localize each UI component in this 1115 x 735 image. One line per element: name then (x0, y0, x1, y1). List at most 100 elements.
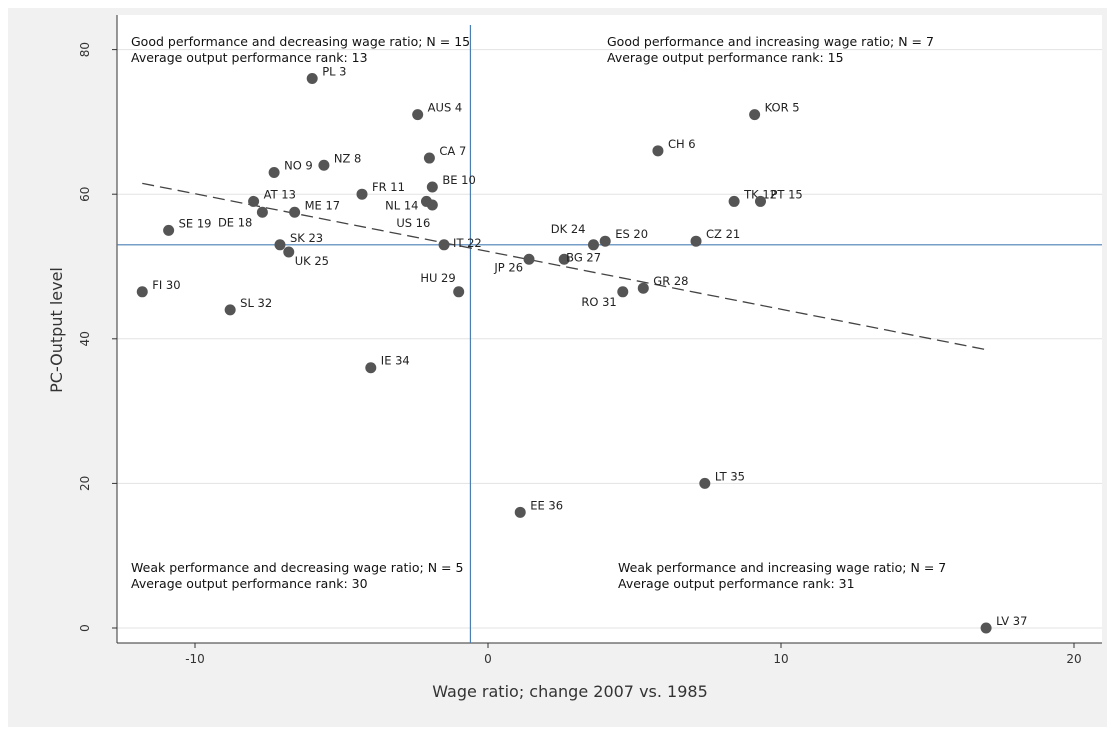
data-point-marker (426, 181, 438, 193)
data-point: NZ 8 (318, 151, 361, 171)
data-point: DE 18 (218, 206, 268, 229)
data-point-marker (980, 622, 992, 634)
data-point: NO 9 (268, 159, 313, 179)
plot-area (117, 15, 1102, 643)
annotation-top-left-line1: Good performance and decreasing wage rat… (131, 34, 470, 49)
data-point-label: CA 7 (439, 144, 466, 158)
data-point: ES 20 (599, 227, 648, 247)
data-point-label: ES 20 (615, 227, 648, 241)
data-point: CZ 21 (690, 227, 740, 247)
data-point: TK 12 (728, 187, 777, 207)
data-point-label: BG 27 (566, 250, 601, 264)
data-point-label: DE 18 (218, 215, 252, 229)
data-point-label: ME 17 (305, 198, 340, 212)
data-point-label: AUS 4 (428, 101, 463, 115)
data-point: LV 37 (980, 614, 1027, 634)
data-point: CA 7 (423, 144, 466, 164)
x-tick-label: 20 (1066, 652, 1081, 666)
data-point-marker (163, 224, 175, 236)
data-point-label: PT 15 (770, 187, 802, 201)
annotation-bottom-right-line2: Average output performance rank: 31 (618, 576, 855, 591)
data-point-marker (599, 235, 611, 247)
axes (116, 15, 1102, 644)
data-point: SE 19 (163, 216, 211, 236)
data-point-label: DK 24 (551, 222, 586, 236)
data-point-label: PL 3 (322, 65, 346, 79)
data-point-marker (523, 253, 535, 265)
data-point-label: FI 30 (152, 278, 180, 292)
data-point-label: SL 32 (240, 296, 272, 310)
data-point-marker (283, 246, 295, 258)
data-point-label: GR 28 (653, 274, 688, 288)
data-point: LT 35 (699, 469, 745, 489)
y-tick-label: 60 (78, 187, 92, 202)
data-point: GR 28 (637, 274, 688, 294)
data-point-marker (423, 152, 435, 164)
data-point-marker (617, 286, 629, 298)
data-point: FI 30 (136, 278, 181, 298)
annotation-bottom-left-line2: Average output performance rank: 30 (131, 576, 368, 591)
quadrant-annotation-top-left: Good performance and decreasing wage rat… (131, 34, 470, 65)
data-point-marker (268, 167, 280, 179)
data-point: KOR 5 (749, 101, 800, 121)
data-point: ME 17 (289, 198, 340, 218)
data-point-marker (274, 239, 286, 251)
data-point-marker (256, 206, 268, 218)
data-point-marker (356, 188, 368, 200)
data-point-marker (652, 145, 664, 157)
data-point-marker (587, 239, 599, 251)
data-point-label: NZ 8 (334, 151, 361, 165)
data-point-marker (248, 195, 260, 207)
x-tick-label: -10 (185, 652, 205, 666)
data-point-label: EE 36 (530, 498, 563, 512)
quadrant-annotation-bottom-right: Weak performance and increasing wage rat… (618, 560, 946, 591)
grid-lines (117, 49, 1102, 629)
data-point-marker (754, 195, 766, 207)
data-point-marker (637, 282, 649, 294)
data-point: FR 11 (356, 180, 405, 200)
data-point-marker (365, 362, 377, 374)
data-point-label: IE 34 (381, 354, 410, 368)
data-point-label: US 16 (396, 216, 430, 230)
data-point: PL 3 (306, 65, 347, 85)
data-point-marker (749, 109, 761, 121)
annotation-top-left-line2: Average output performance rank: 13 (131, 50, 368, 65)
data-point: SL 32 (224, 296, 272, 316)
data-point: US 16 (396, 199, 438, 230)
data-point-label: JP 26 (493, 260, 523, 274)
data-point-label: SK 23 (290, 231, 323, 245)
data-point-label: IT 22 (453, 236, 482, 250)
data-point: DK 24 (551, 222, 599, 251)
data-point-marker (224, 304, 236, 316)
data-point: IT 22 (438, 236, 482, 251)
data-point-label: KOR 5 (765, 101, 800, 115)
data-point: HU 29 (420, 271, 465, 298)
x-tick-label: 10 (773, 652, 788, 666)
data-point-marker (438, 239, 450, 251)
y-tick-label: 0 (78, 624, 92, 632)
data-point: RO 31 (581, 286, 629, 309)
annotation-bottom-right-line1: Weak performance and increasing wage rat… (618, 560, 946, 575)
data-point: AT 13 (248, 187, 296, 207)
data-point-label: LV 37 (996, 614, 1027, 628)
data-point-marker (289, 206, 301, 218)
data-point-label: SE 19 (179, 216, 212, 230)
data-point-marker (690, 235, 702, 247)
quadrant-annotation-bottom-left: Weak performance and decreasing wage rat… (131, 560, 463, 591)
data-point: UK 25 (283, 246, 329, 268)
y-axis-title: PC-Output level (47, 267, 66, 393)
data-point-label: NO 9 (284, 159, 313, 173)
data-point-label: CH 6 (668, 137, 696, 151)
data-point-label: TK 12 (743, 187, 777, 201)
data-point: CH 6 (652, 137, 696, 157)
data-point-label: BE 10 (442, 173, 475, 187)
data-point: EE 36 (514, 498, 563, 518)
data-point-marker (514, 506, 526, 518)
data-point-marker (728, 195, 740, 207)
tick-labels: -10 0 10 20 0 20 40 60 80 (78, 42, 1082, 666)
data-point-marker (306, 73, 318, 85)
data-point-label: UK 25 (295, 254, 329, 268)
data-point-label: NL 14 (385, 198, 418, 212)
data-point: IE 34 (365, 354, 410, 374)
